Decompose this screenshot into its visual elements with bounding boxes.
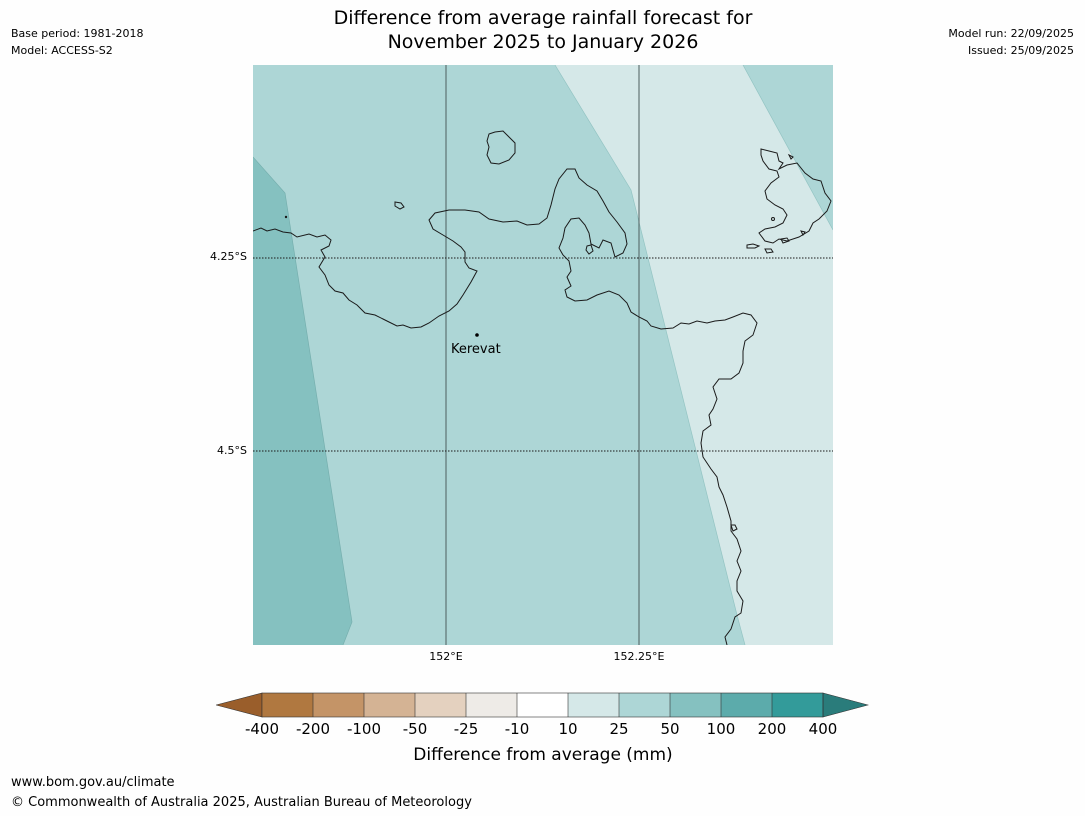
band-border-west <box>253 156 353 645</box>
coastline-island-north <box>486 130 516 165</box>
colorbar-bin <box>721 693 772 717</box>
map-svg <box>253 65 833 645</box>
band-border-east-a <box>554 65 746 645</box>
coastline-main <box>253 168 758 645</box>
band-border-east-b <box>742 65 833 231</box>
colorbar-label: Difference from average (mm) <box>413 745 673 765</box>
issued-text: Issued: 25/09/2025 <box>967 44 1074 57</box>
colorbar-tick: -50 <box>402 720 428 738</box>
header-right-info: Model run: 22/09/2025 Issued: 25/09/2025 <box>948 25 1074 59</box>
colorbar-tick: -400 <box>244 720 280 738</box>
coastline-islet-east-c <box>780 237 790 244</box>
band-10-25 <box>555 65 833 645</box>
colorbar-svg <box>214 692 870 718</box>
colorbar-extend-high <box>822 692 870 718</box>
band-50-100 <box>253 157 352 645</box>
colorbar-bin <box>466 693 517 717</box>
colorbar-tick: -25 <box>453 720 479 738</box>
lon-label-152: 152°E <box>429 650 463 663</box>
model-text: Model: ACCESS-S2 <box>11 44 113 57</box>
lat-label-4-5: 4.5°S <box>217 444 247 457</box>
place-label-kerevat: Kerevat <box>451 342 501 357</box>
colorbar-dividers <box>312 693 773 717</box>
colorbar-tick: -10 <box>504 720 530 738</box>
footer-url[interactable]: www.bom.gov.au/climate <box>11 775 175 790</box>
colorbar <box>214 692 870 720</box>
model-run-text: Model run: 22/09/2025 <box>948 27 1074 40</box>
coastline-islands-east <box>758 148 832 244</box>
colorbar-bin <box>772 693 823 717</box>
rainfall-map <box>253 65 833 645</box>
colorbar-outline <box>261 692 824 718</box>
colorbar-tick: 25 <box>609 720 629 738</box>
title-line-1: Difference from average rainfall forecas… <box>333 7 753 29</box>
coastline-islet-southeast <box>730 524 738 532</box>
coastline-islet-west <box>394 201 405 210</box>
coastline-islet-east-e <box>800 230 806 236</box>
lon-label-152-25: 152.25°E <box>613 650 665 663</box>
colorbar-bin <box>568 693 619 717</box>
colorbar-tick: 100 <box>706 720 736 738</box>
coastline-islet-east-d <box>787 153 794 160</box>
colorbar-bin <box>415 693 466 717</box>
colorbar-bin <box>619 693 670 717</box>
colorbar-tick: 400 <box>808 720 838 738</box>
colorbar-bin <box>517 693 568 717</box>
coastline-islet-east-a <box>746 243 761 249</box>
colorbar-bin <box>364 693 415 717</box>
header-left-info: Base period: 1981-2018 Model: ACCESS-S2 <box>11 25 143 59</box>
colorbar-tick: -200 <box>295 720 331 738</box>
lat-label-4-25: 4.25°S <box>210 250 247 263</box>
coastline-islet-tiny <box>284 215 288 219</box>
footer-copyright: © Commonwealth of Australia 2025, Austra… <box>11 795 472 810</box>
colorbar-bin <box>262 693 313 717</box>
colorbar-tick: -100 <box>346 720 382 738</box>
colorbar-tick: 10 <box>558 720 578 738</box>
coastline-islet-east-f <box>771 217 775 221</box>
colorbar-bin <box>670 693 721 717</box>
colorbar-extend-low <box>214 692 263 718</box>
base-period-text: Base period: 1981-2018 <box>11 27 144 40</box>
location-marker-icon <box>475 333 479 337</box>
coastline-islet-east-b <box>764 248 774 254</box>
page-title: Difference from average rainfall forecas… <box>243 6 843 54</box>
colorbar-tick: 50 <box>660 720 680 738</box>
coastline-islet-bay <box>585 244 594 255</box>
title-line-2: November 2025 to January 2026 <box>387 31 699 53</box>
colorbar-tick: 200 <box>757 720 787 738</box>
colorbar-bin <box>313 693 364 717</box>
